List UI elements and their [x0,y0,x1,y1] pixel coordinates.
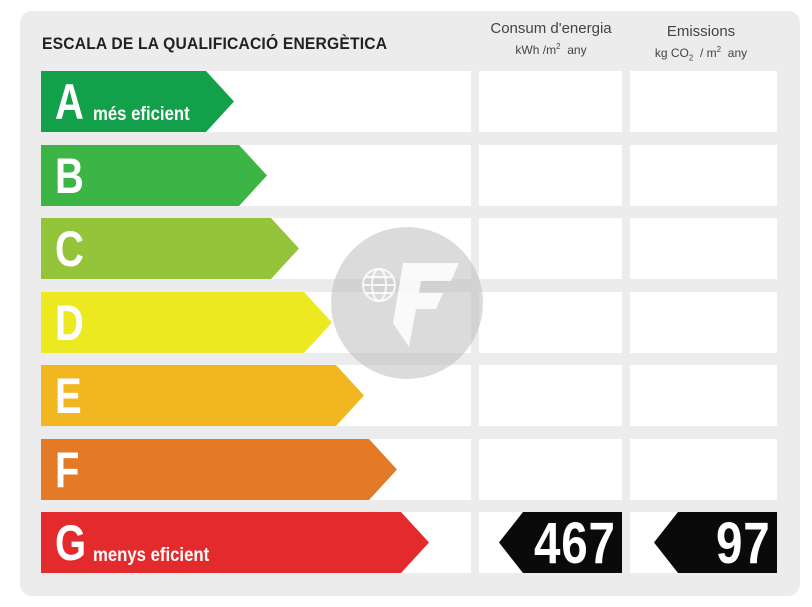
emissions-unit: kg CO2 / m2 any [628,41,774,67]
consumption-unit-post: any [560,43,587,57]
emissions-column-header: Emissions kg CO2 / m2 any [628,23,774,67]
consumption-result-badge-shape [499,512,622,573]
rating-bar-e: E [41,365,364,426]
consumption-cell [479,439,622,500]
consumption-cell [479,71,622,132]
rating-arrow-fill [41,145,267,206]
rating-letter: G [55,515,87,571]
rating-arrow-fill [41,512,429,573]
rating-arrow-fill [41,218,299,279]
rating-arrow-shape [41,71,234,132]
consumption-cell [479,145,622,206]
rating-sublabel: més eficient [93,104,190,125]
emissions-unit-sup: 2 [716,45,722,54]
consumption-cell [479,218,622,279]
consumption-unit-pre: kWh /m [515,43,557,57]
rating-arrow-shape [41,218,299,279]
rating-bar-f: F [41,439,397,500]
emissions-cell [630,145,777,206]
emissions-cell [630,292,777,353]
emissions-cell [630,71,777,132]
rating-bar-d: D [41,292,332,353]
rating-arrow-fill [41,71,234,132]
page-title: ESCALA DE LA QUALIFICACIÓ ENERGÈTICA [42,34,388,53]
emissions-cell [630,439,777,500]
emissions-cell [630,218,777,279]
rating-bar-b: B [41,145,267,206]
rating-arrow-shape [41,292,332,353]
emissions-unit-mid: / m [693,46,717,60]
emissions-cell [630,365,777,426]
rating-letter: E [55,368,82,424]
emissions-unit-pre: kg CO [654,46,689,60]
rating-arrow-fill [41,439,397,500]
rating-arrow-shape [41,512,429,573]
emissions-column-label: Emissions [666,23,736,40]
rating-letter: F [55,442,80,498]
logo-watermark-icon [362,263,459,347]
emissions-result-badge: 97 [654,511,777,576]
rating-letter: C [55,221,84,277]
rating-letter: A [55,74,84,130]
consumption-result-badge-value: 467 [534,511,616,576]
emissions-result-badge-value: 97 [716,511,771,576]
rating-letter: B [55,148,84,204]
rating-arrow-fill [41,365,364,426]
rating-bar-c: C [41,218,299,279]
consumption-cell [479,292,622,353]
consumption-unit: kWh /m2 any [478,38,624,59]
emissions-unit-post: any [721,46,748,60]
consumption-cell [479,365,622,426]
rating-sublabel: menys eficient [93,545,210,566]
emissions-result-badge-fill [654,512,777,573]
company-logo-watermark [331,227,483,379]
consumption-column-label: Consum d'energia [490,20,612,37]
rating-letter: D [55,295,84,351]
emissions-unit-sub: 2 [688,53,694,63]
rating-arrow-fill [41,292,332,353]
consumption-column-header: Consum d'energia kWh /m2 any [478,20,624,59]
rating-arrow-shape [41,365,364,426]
consumption-result-badge: 467 [499,511,622,576]
emissions-result-badge-shape [654,512,777,573]
rating-arrow-shape [41,439,397,500]
consumption-result-badge-fill [499,512,622,573]
rating-arrow-shape [41,145,267,206]
consumption-unit-sup: 2 [556,42,561,51]
